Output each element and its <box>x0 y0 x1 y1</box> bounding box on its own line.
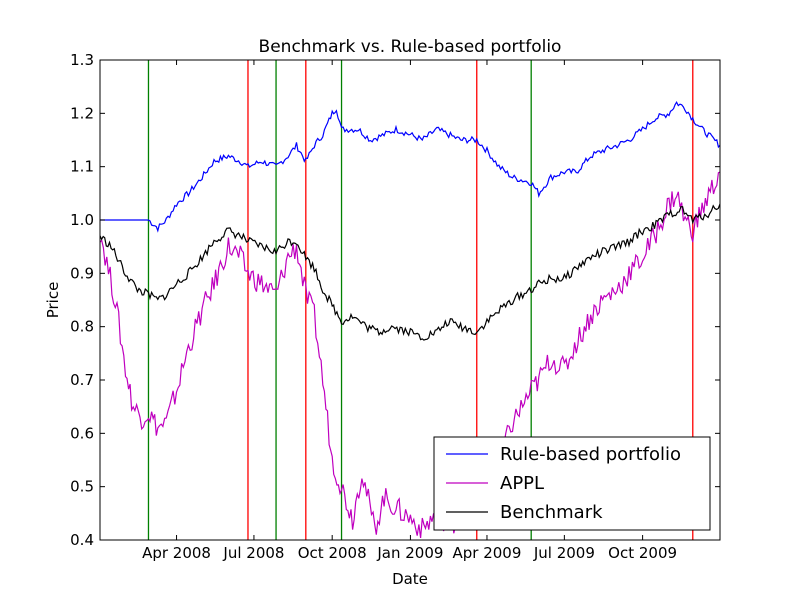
legend: Rule-based portfolio APPL Benchmark <box>433 436 711 531</box>
legend-label-3: Benchmark <box>500 502 603 523</box>
y-tick-label: 1.1 <box>70 158 94 176</box>
x-tick-label: Jul 2008 <box>222 544 284 562</box>
x-tick-label: Jan 2009 <box>376 544 443 562</box>
series-lines <box>100 100 720 538</box>
y-tick-label: 1.0 <box>70 211 94 229</box>
x-tick-label: Apr 2009 <box>453 544 522 562</box>
series-line-rule-based-portfolio <box>100 100 720 233</box>
y-tick-label: 0.7 <box>70 371 94 389</box>
x-tick-label: Apr 2008 <box>142 544 211 562</box>
axes: 0.4 0.5 0.6 0.7 0.8 0.9 1.0 1.1 1.2 1.3 Apr 2008 Ju… <box>70 51 721 562</box>
y-tick-label: 1.2 <box>70 104 94 122</box>
y-tick-label: 0.6 <box>70 424 94 442</box>
y-tick-label: 0.5 <box>70 478 94 496</box>
x-tick-label: Jul 2009 <box>533 544 595 562</box>
legend-label-2: APPL <box>500 473 544 494</box>
x-tick-label: Oct 2009 <box>608 544 677 562</box>
series-line-appl <box>100 171 720 538</box>
y-tick-label: 0.9 <box>70 264 94 282</box>
x-tick-label: Oct 2008 <box>298 544 367 562</box>
chart-title: Benchmark vs. Rule-based portfolio <box>259 37 562 57</box>
x-axis-label: Date <box>392 570 428 588</box>
legend-label-1: Rule-based portfolio <box>500 444 681 465</box>
y-tick-label: 0.8 <box>70 318 94 336</box>
series-line-benchmark <box>100 203 720 341</box>
y-tick-label: 1.3 <box>70 51 94 69</box>
y-axis-label: Price <box>44 282 62 319</box>
y-tick-label: 0.4 <box>70 531 94 549</box>
